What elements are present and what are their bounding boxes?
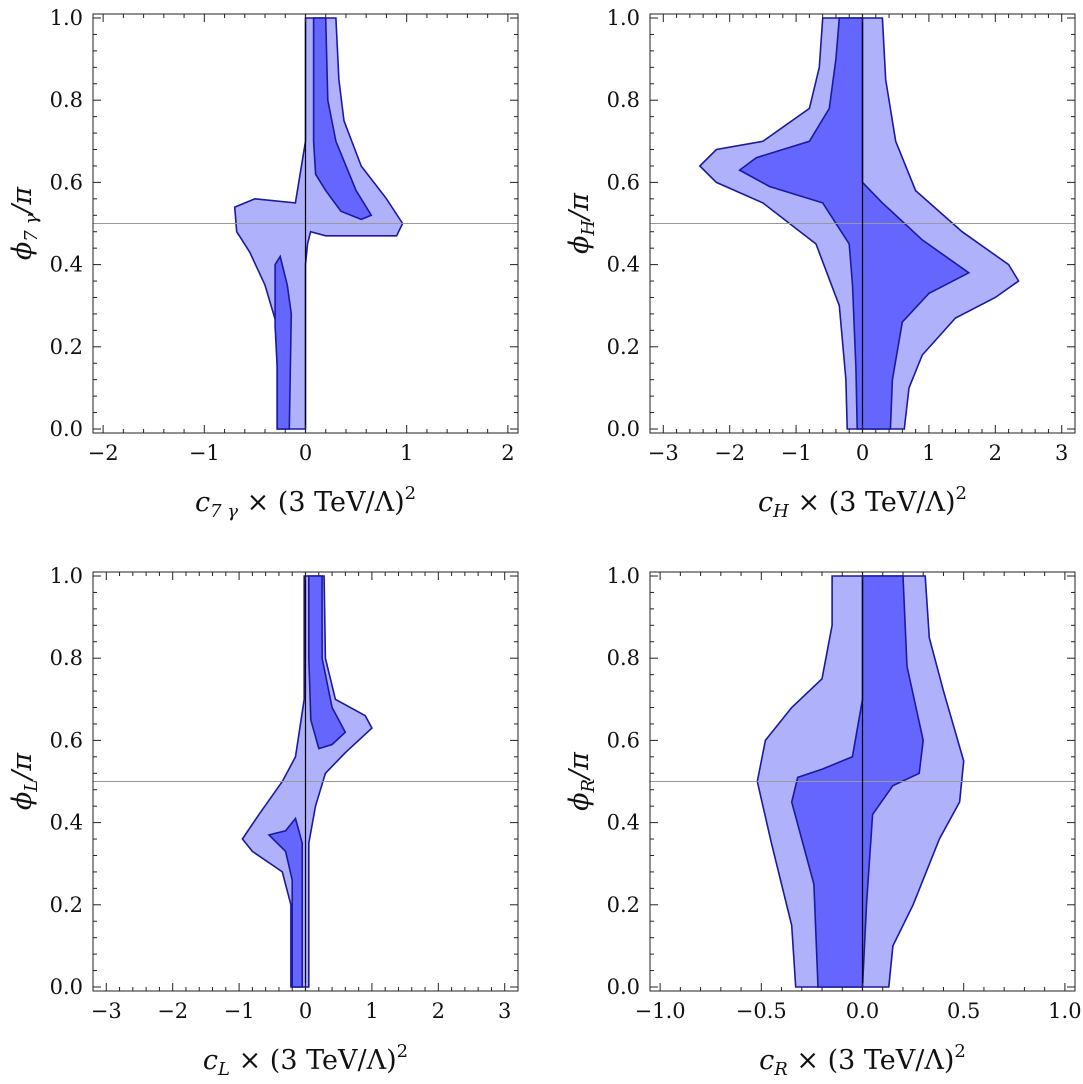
y-tick-label: 0.4 (50, 811, 83, 835)
y-tick-label: 0.8 (50, 646, 83, 670)
x-tick-label: −2 (714, 441, 745, 465)
x-tick-label: −2 (88, 441, 119, 465)
x-axis-label: cH × (3 TeV/Λ)2 (758, 483, 967, 522)
y-tick-label: 0.6 (50, 170, 83, 194)
x-axis-label: cR × (3 TeV/Λ)2 (759, 1041, 966, 1080)
x-tick-label: −1.0 (635, 999, 686, 1023)
y-tick-label: 0.0 (607, 417, 640, 441)
x-tick-label: −2 (157, 999, 188, 1023)
x-axis-label: cL × (3 TeV/Λ)2 (203, 1041, 408, 1080)
panel-cR: −1.0 −0.5 0.0 0.5 1.0 0.0 0.2 0.4 0.6 0.8 1.0 cR × … (564, 564, 1082, 1080)
inner-contour-region-1 (274, 254, 293, 430)
x-tick-label: 2 (989, 441, 1002, 465)
inner-contour-region-0 (308, 575, 347, 750)
x-tick-label: −3 (648, 441, 679, 465)
x-tick-label: 1 (400, 441, 413, 465)
x-tick-label: −1 (781, 441, 812, 465)
y-axis-label: ϕR/π (564, 751, 599, 811)
x-axis-label: c7 γ × (3 TeV/Λ)2 (195, 483, 416, 522)
y-tick-label: 1.0 (607, 564, 640, 588)
y-tick-label: 1.0 (50, 6, 83, 30)
y-tick-label: 0.2 (50, 335, 83, 359)
y-tick-label: 0.0 (607, 975, 640, 999)
y-axis-label: ϕH/π (564, 192, 599, 254)
x-tick-label: −3 (91, 999, 122, 1023)
x-tick-label: 3 (1055, 441, 1068, 465)
x-tick-label: −0.5 (736, 999, 787, 1023)
x-tick-label: 0.5 (947, 999, 980, 1023)
panel-cL: −3 −2 −1 0 1 2 3 0.0 0.2 0.4 0.6 0.8 1.0 cL × (3 TeV/… (7, 564, 519, 1080)
x-tick-label: −1 (189, 441, 220, 465)
panel-c7g: −2 −1 0 1 2 0.0 0.2 0.4 0.6 0.8 1.0 c7 γ × (3 TeV/Λ… (7, 6, 519, 522)
y-axis-label: ϕ7 γ/π (7, 186, 42, 260)
y-tick-label: 0.2 (607, 893, 640, 917)
x-tick-label: 0 (299, 999, 312, 1023)
inner-contour-region-0 (312, 17, 373, 221)
y-tick-label: 0.4 (607, 811, 640, 835)
y-axis-label: ϕL/π (7, 752, 42, 810)
x-tick-label: −1 (224, 999, 255, 1023)
y-tick-label: 1.0 (607, 6, 640, 30)
x-tick-label: 1 (365, 999, 378, 1023)
y-tick-label: 0.0 (50, 417, 83, 441)
y-tick-label: 0.4 (50, 253, 83, 277)
x-tick-label: 1 (922, 441, 935, 465)
x-tick-label: 2 (501, 441, 514, 465)
y-tick-label: 1.0 (50, 564, 83, 588)
y-tick-label: 0.2 (607, 335, 640, 359)
y-tick-label: 0.6 (50, 728, 83, 752)
y-tick-label: 0.4 (607, 253, 640, 277)
x-tick-label: 2 (432, 999, 445, 1023)
x-tick-label: 0 (299, 441, 312, 465)
y-tick-label: 0.2 (50, 893, 83, 917)
y-tick-label: 0.6 (607, 170, 640, 194)
y-tick-label: 0.0 (50, 975, 83, 999)
y-tick-label: 0.8 (607, 646, 640, 670)
y-tick-label: 0.6 (607, 728, 640, 752)
x-tick-label: 1.0 (1048, 999, 1081, 1023)
y-tick-label: 0.8 (50, 88, 83, 112)
panel-cH: −3 −2 −1 0 1 2 3 0.0 0.2 0.4 0.6 0.8 1.0 cH × (3 TeV/… (564, 6, 1076, 522)
y-tick-label: 0.8 (607, 88, 640, 112)
x-tick-label: 0.0 (846, 999, 879, 1023)
x-tick-label: 0 (856, 441, 869, 465)
x-tick-label: 3 (498, 999, 511, 1023)
inner-contour-region-1 (267, 816, 303, 988)
